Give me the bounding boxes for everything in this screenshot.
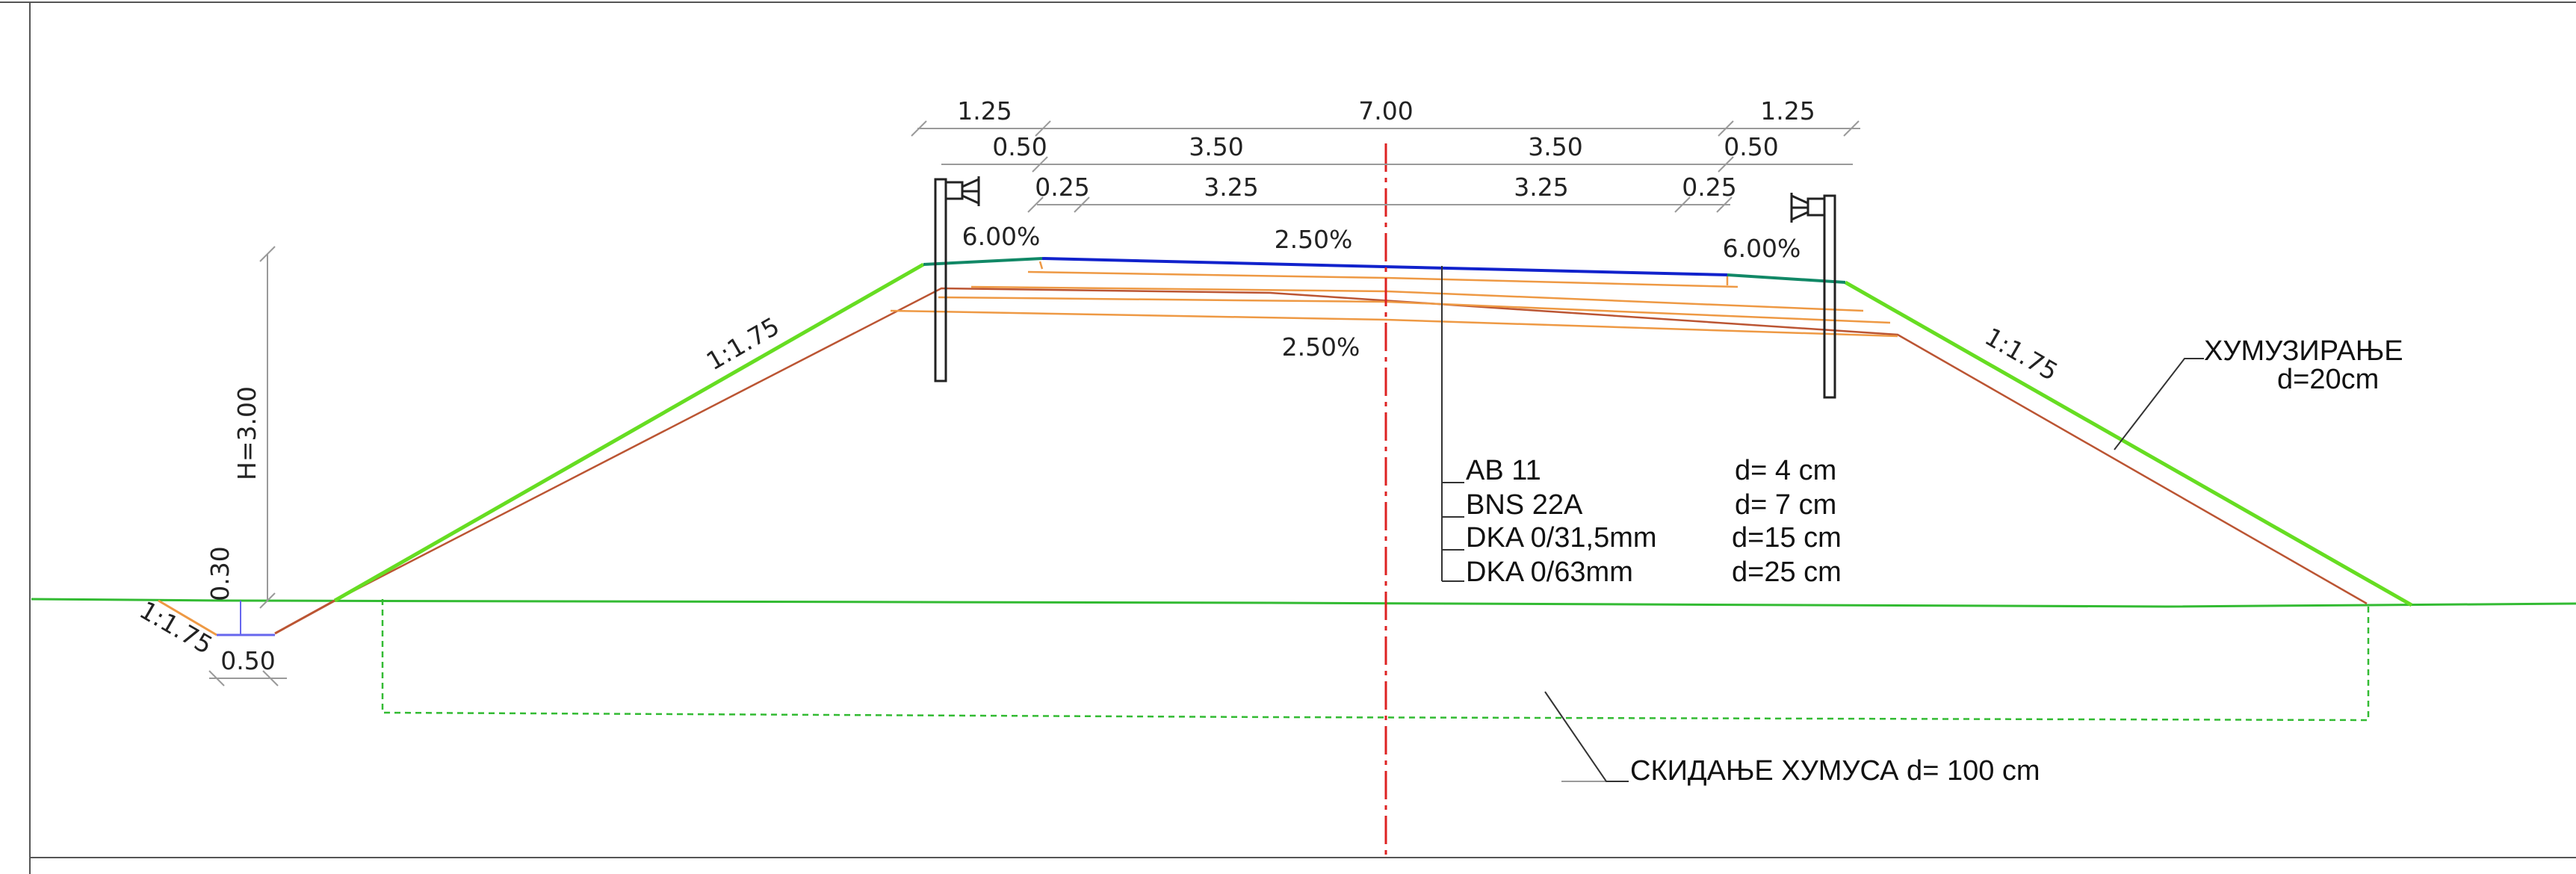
left-embankment-slope <box>333 262 925 603</box>
slope-left-shoulder: 6.00% <box>962 222 1041 251</box>
layer-2-thickness: d= 7 cm <box>1735 489 1836 521</box>
dim-right-verge: 0.50 <box>1724 132 1778 161</box>
layer-2-name: BNS 22A <box>1466 489 1583 521</box>
dim-right-shoulder: 1.25 <box>1760 96 1815 125</box>
leader-lines <box>1441 266 2204 782</box>
dim-right-edge-strip: 0.25 <box>1682 173 1736 202</box>
pavement-layer-list: AB 11 d= 4 cm BNS 22A d= 7 cm DKA 0/31,5… <box>1466 455 1842 588</box>
layer-3-name: DKA 0/31,5mm <box>1466 522 1657 554</box>
slope-ditch: 1:1.75 <box>134 595 217 660</box>
existing-ground-line <box>31 598 2576 608</box>
layer-4-thickness: d=25 cm <box>1732 557 1842 588</box>
dim-ditch-depth: 0.30 <box>205 546 235 601</box>
layer-3-thickness: d=15 cm <box>1732 522 1842 554</box>
dim-left-verge: 0.50 <box>992 132 1047 161</box>
dim-left-lane-inner: 3.25 <box>1204 173 1258 202</box>
dim-left-edge-strip: 0.25 <box>1035 173 1089 202</box>
topsoil-stripping-label: СКИДАЊЕ ХУМУСА d= 100 cm <box>1630 755 2040 787</box>
topsoiling-thickness-label: d=20cm <box>2277 364 2379 395</box>
left-ditch-orange <box>158 599 217 636</box>
dim-right-lane-inner: 3.25 <box>1514 173 1568 202</box>
left-shoulder-surface <box>923 257 1043 266</box>
slope-right-shoulder: 6.00% <box>1723 234 1801 263</box>
left-guardrail <box>934 176 980 382</box>
slope-right-embankment: 1:1.75 <box>1980 322 2063 387</box>
right-guardrail <box>1790 193 1836 399</box>
embankment-subgrade-line <box>334 287 2368 605</box>
left-ditch-brown <box>274 599 335 635</box>
road-surface <box>1041 257 1728 276</box>
topsoiling-label: ХУМУЗИРАЊЕ <box>2204 335 2403 367</box>
dim-right-lane: 3.50 <box>1528 132 1582 161</box>
dim-ditch-width: 0.50 <box>220 646 275 675</box>
dim-total-width: 7.00 <box>1358 96 1413 125</box>
dim-left-lane: 3.50 <box>1189 132 1243 161</box>
right-shoulder-surface <box>1727 273 1846 284</box>
right-embankment-slope <box>1844 280 2413 607</box>
dim-left-shoulder: 1.25 <box>957 96 1012 125</box>
layer-1-name: AB 11 <box>1466 455 1541 486</box>
slope-crossfall-subgrade: 2.50% <box>1282 332 1360 362</box>
layer-1-thickness: d= 4 cm <box>1735 455 1836 486</box>
dimension-lines <box>208 120 1860 782</box>
layer-4-name: DKA 0/63mm <box>1466 557 1633 588</box>
dim-height: H=3.00 <box>232 386 261 480</box>
slope-crossfall-surface: 2.50% <box>1275 225 1353 254</box>
topsoil-stripping-outline <box>381 599 2370 722</box>
